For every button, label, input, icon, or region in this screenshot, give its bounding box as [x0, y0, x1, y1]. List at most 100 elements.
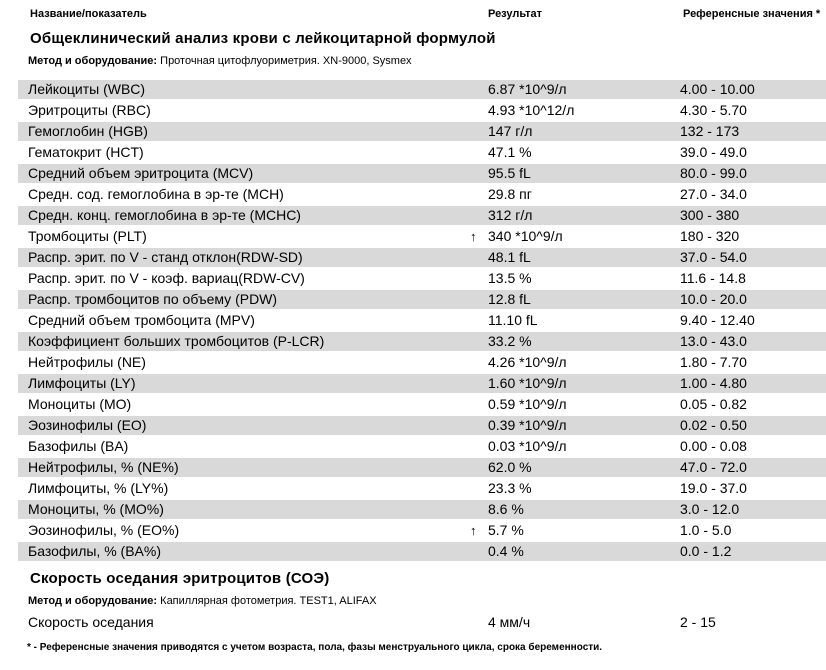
row-result: 48.1 fL [488, 249, 531, 265]
row-reference: 0.05 - 0.82 [680, 396, 747, 412]
row-reference: 19.0 - 37.0 [680, 480, 747, 496]
table-row: Средн. сод. гемоглобина в эр-те (MCH) 29… [18, 185, 826, 204]
method-line: Метод и оборудование: Проточная цитофлуо… [28, 55, 826, 68]
row-result: 4 мм/ч [488, 614, 531, 630]
row-name: Лимфоциты, % (LY%) [28, 480, 169, 496]
table-row: Моноциты, % (MO%) 8.6 % 3.0 - 12.0 [18, 500, 826, 519]
row-name: Средний объем тромбоцита (MPV) [28, 312, 255, 328]
table-row: Базофилы (BA) 0.03 *10^9/л 0.00 - 0.08 [18, 437, 826, 456]
row-result: 8.6 % [488, 501, 524, 517]
row-reference: 4.30 - 5.70 [680, 102, 747, 118]
row-reference: 132 - 173 [680, 123, 740, 139]
row-name: Эозинофилы, % (EO%) [28, 522, 180, 538]
row-reference: 2 - 15 [680, 614, 716, 630]
row-result: 0.59 *10^9/л [488, 396, 567, 412]
row-name: Средн. сод. гемоглобина в эр-те (MCH) [28, 186, 284, 202]
footnote: * - Референсные значения приводятся с уч… [27, 642, 603, 653]
row-reference: 47.0 - 72.0 [680, 459, 747, 475]
table-row: Лейкоциты (WBC) 6.87 *10^9/л 4.00 - 10.0… [18, 80, 826, 99]
row-reference: 1.00 - 4.80 [680, 375, 747, 391]
table-row: Тромбоциты (PLT) ↑ 340 *10^9/л 180 - 320 [18, 227, 826, 246]
column-reference-header: Референсные значения * [683, 8, 821, 20]
row-result: 13.5 % [488, 270, 532, 286]
table-row: Моноциты (MO) 0.59 *10^9/л 0.05 - 0.82 [18, 395, 826, 414]
table-row: Скорость оседания 4 мм/ч 2 - 15 [18, 613, 826, 632]
section-rows: Скорость оседания 4 мм/ч 2 - 15 [0, 613, 826, 632]
up-arrow-icon: ↑ [470, 229, 477, 244]
table-row: Лимфоциты, % (LY%) 23.3 % 19.0 - 37.0 [18, 479, 826, 498]
table-row: Гемоглобин (HGB) 147 г/л 132 - 173 [18, 122, 826, 141]
row-name: Эозинофилы (EO) [28, 417, 147, 433]
row-reference: 180 - 320 [680, 228, 740, 244]
row-name: Средний объем эритроцита (MCV) [28, 165, 254, 181]
row-result: 147 г/л [488, 123, 533, 139]
table-row: Эозинофилы (EO) 0.39 *10^9/л 0.02 - 0.50 [18, 416, 826, 435]
table-row: Нейтрофилы (NE) 4.26 *10^9/л 1.80 - 7.70 [18, 353, 826, 372]
table-row: Распр. эрит. по V - коэф. вариац(RDW-CV)… [18, 269, 826, 288]
row-result: 47.1 % [488, 144, 532, 160]
row-name: Моноциты, % (MO%) [28, 501, 164, 517]
row-name: Базофилы, % (BA%) [28, 543, 161, 559]
row-result: 0.4 % [488, 543, 524, 559]
row-reference: 1.80 - 7.70 [680, 354, 747, 370]
table-row: Распр. эрит. по V - станд отклон(RDW-SD)… [18, 248, 826, 267]
row-name: Скорость оседания [28, 614, 154, 630]
row-result: 340 *10^9/л [488, 228, 563, 244]
method-label: Метод и оборудование: [28, 55, 158, 67]
section-rows: Лейкоциты (WBC) 6.87 *10^9/л 4.00 - 10.0… [0, 80, 826, 561]
row-name: Моноциты (MO) [28, 396, 132, 412]
row-result: 4.26 *10^9/л [488, 354, 567, 370]
row-reference: 0.00 - 0.08 [680, 438, 747, 454]
report-body: Общеклинический анализ крови с лейкоцита… [0, 30, 826, 632]
table-row: Гематокрит (HCT) 47.1 % 39.0 - 49.0 [18, 143, 826, 162]
row-reference: 37.0 - 54.0 [680, 249, 747, 265]
row-result: 62.0 % [488, 459, 532, 475]
column-flag-spacer [470, 7, 488, 21]
method-value: Капиллярная фотометрия. TEST1, ALIFAX [160, 595, 377, 607]
method-line: Метод и оборудование: Капиллярная фотоме… [28, 595, 826, 608]
row-name: Распр. эрит. по V - станд отклон(RDW-SD) [28, 249, 303, 265]
row-reference: 39.0 - 49.0 [680, 144, 747, 160]
row-name: Распр. тромбоцитов по объему (PDW) [28, 291, 278, 307]
row-reference: 0.0 - 1.2 [680, 543, 732, 559]
row-result: 33.2 % [488, 333, 532, 349]
row-result: 11.10 fL [488, 312, 538, 328]
row-result: 23.3 % [488, 480, 532, 496]
method-value: Проточная цитофлуориметрия. XN-9000, Sys… [160, 55, 412, 67]
table-row: Базофилы, % (BA%) 0.4 % 0.0 - 1.2 [18, 542, 826, 561]
section-title: Скорость оседания эритроцитов (СОЭ) [30, 570, 330, 587]
row-name: Коэффициент больших тромбоцитов (P-LCR) [28, 333, 325, 349]
row-reference: 11.6 - 14.8 [680, 270, 746, 286]
table-row: Нейтрофилы, % (NE%) 62.0 % 47.0 - 72.0 [18, 458, 826, 477]
row-result: 6.87 *10^9/л [488, 81, 567, 97]
row-result: 29.8 пг [488, 186, 532, 202]
row-reference: 80.0 - 99.0 [680, 165, 747, 181]
row-reference: 9.40 - 12.40 [680, 312, 755, 328]
row-reference: 0.02 - 0.50 [680, 417, 747, 433]
row-name: Распр. эрит. по V - коэф. вариац(RDW-CV) [28, 270, 305, 286]
up-arrow-icon: ↑ [470, 523, 477, 538]
row-name: Лейкоциты (WBC) [28, 81, 146, 97]
row-result: 5.7 % [488, 522, 524, 538]
method-label: Метод и оборудование: [28, 595, 158, 607]
row-reference: 300 - 380 [680, 207, 740, 223]
table-row: Эритроциты (RBC) 4.93 *10^12/л 4.30 - 5.… [18, 101, 826, 120]
row-name: Нейтрофилы (NE) [28, 354, 146, 370]
table-row: Средн. конц. гемоглобина в эр-те (MCHC) … [18, 206, 826, 225]
section: Скорость оседания эритроцитов (СОЭ) Мето… [0, 570, 826, 632]
row-result: 0.03 *10^9/л [488, 438, 567, 454]
row-name: Гемоглобин (HGB) [28, 123, 148, 139]
row-result: 4.93 *10^12/л [488, 102, 575, 118]
row-name: Лимфоциты (LY) [28, 375, 136, 391]
row-result: 0.39 *10^9/л [488, 417, 567, 433]
section: Общеклинический анализ крови с лейкоцита… [0, 30, 826, 561]
column-name-header: Название/показатель [30, 8, 147, 20]
row-name: Базофилы (BA) [28, 438, 129, 454]
column-result-header: Результат [488, 8, 543, 20]
row-name: Нейтрофилы, % (NE%) [28, 459, 179, 475]
row-name: Гематокрит (HCT) [28, 144, 144, 160]
row-reference: 3.0 - 12.0 [680, 501, 740, 517]
row-reference: 13.0 - 43.0 [680, 333, 747, 349]
row-name: Эритроциты (RBC) [28, 102, 151, 118]
